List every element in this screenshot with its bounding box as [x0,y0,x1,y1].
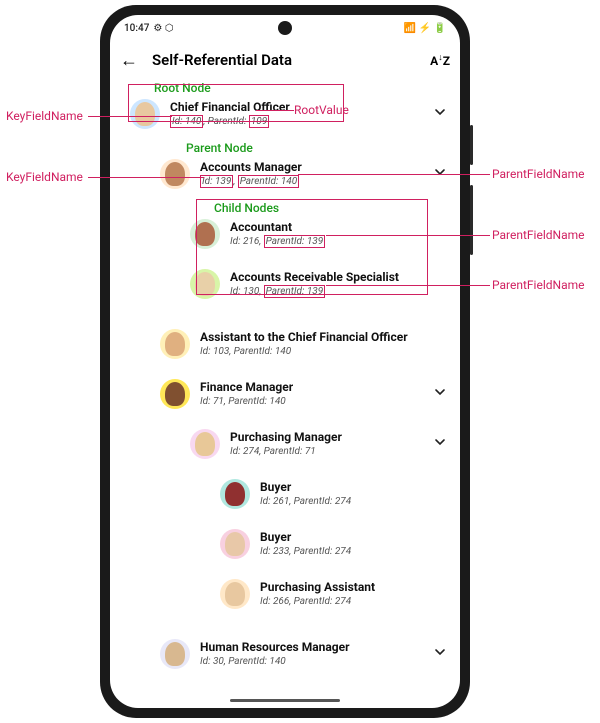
row-subtitle: Id: 103, ParentId: 140 [200,345,450,358]
camera-notch [278,21,292,35]
avatar [220,579,250,609]
ann-parent-node: Parent Node [186,141,253,155]
status-icons-left: ⚙ ⬡ [153,23,173,34]
row-title: Finance Manager [200,380,430,394]
page-title: Self-Referential Data [152,51,416,69]
tree-row[interactable]: Accounts ManagerId: 139, ParentId: 140 [110,159,460,189]
row-subtitle: Id: 233, ParentId: 274 [260,545,450,558]
chevron-down-icon[interactable] [430,106,450,122]
row-text: BuyerId: 233, ParentId: 274 [260,530,450,557]
avatar [220,529,250,559]
row-subtitle: Id: 30, ParentId: 140 [200,655,430,668]
avatar [190,429,220,459]
row-text: Human Resources ManagerId: 30, ParentId:… [200,640,430,667]
avatar [160,379,190,409]
row-text: Accounts ManagerId: 139, ParentId: 140 [200,160,430,187]
status-time: 10:47 [124,23,149,34]
row-subtitle: Id: 71, ParentId: 140 [200,395,430,408]
row-title: Purchasing Manager [230,430,430,444]
row-title: Buyer [260,480,450,494]
row-text: Assistant to the Chief Financial Officer… [200,330,450,357]
avatar [190,219,220,249]
row-text: Purchasing ManagerId: 274, ParentId: 71 [230,430,430,457]
avatar [160,639,190,669]
row-title: Assistant to the Chief Financial Officer [200,330,450,344]
row-text: BuyerId: 261, ParentId: 274 [260,480,450,507]
row-subtitle: Id: 261, ParentId: 274 [260,495,450,508]
ann-parentfield-3: ParentFieldName [492,278,584,292]
tree-row[interactable]: BuyerId: 261, ParentId: 274 [110,479,460,509]
row-title: Accounts Receivable Specialist [230,270,450,284]
volume-button [470,185,473,255]
tree-row[interactable]: Purchasing ManagerId: 274, ParentId: 71 [110,429,460,459]
row-title: Human Resources Manager [200,640,430,654]
tree-row[interactable]: BuyerId: 233, ParentId: 274 [110,529,460,559]
tree-row[interactable]: Human Resources ManagerId: 30, ParentId:… [110,639,460,669]
status-icons-right: 📶 ⚡ 🔋 [404,23,446,34]
row-subtitle: Id: 130, ParentId: 139 [230,285,450,298]
chevron-down-icon[interactable] [430,646,450,662]
avatar [220,479,250,509]
sort-icon[interactable]: A↓Z [430,52,450,68]
avatar [130,99,160,129]
tree-row[interactable]: AccountantId: 216, ParentId: 139 [110,219,460,249]
power-button [470,125,473,165]
chevron-down-icon[interactable] [430,166,450,182]
ann-root-node: Root Node [154,81,211,95]
row-title: Accountant [230,220,450,234]
row-text: AccountantId: 216, ParentId: 139 [230,220,450,247]
row-subtitle: Id: 216, ParentId: 139 [230,235,450,248]
row-subtitle: Id: 274, ParentId: 71 [230,445,430,458]
tree-row[interactable]: Accounts Receivable SpecialistId: 130, P… [110,269,460,299]
avatar [190,269,220,299]
avatar [160,159,190,189]
row-subtitle: Id: 139, ParentId: 140 [200,175,430,188]
row-title: Buyer [260,530,450,544]
tree-row[interactable]: Assistant to the Chief Financial Officer… [110,329,460,359]
avatar [160,329,190,359]
tree-row[interactable]: Chief Financial OfficerId: 140, ParentId… [110,99,460,129]
row-text: Finance ManagerId: 71, ParentId: 140 [200,380,430,407]
tree-list[interactable]: Chief Financial OfficerId: 140, ParentId… [110,79,460,708]
ann-child-nodes: Child Nodes [214,201,279,215]
row-subtitle: Id: 266, ParentId: 274 [260,595,450,608]
row-title: Purchasing Assistant [260,580,450,594]
tree-row[interactable]: Finance ManagerId: 71, ParentId: 140 [110,379,460,409]
screen: 10:47 ⚙ ⬡ 📶 ⚡ 🔋 ← Self-Referential Data … [110,15,460,708]
tree-row[interactable]: Purchasing AssistantId: 266, ParentId: 2… [110,579,460,609]
chevron-down-icon[interactable] [430,436,450,452]
row-text: Purchasing AssistantId: 266, ParentId: 2… [260,580,450,607]
ann-parentfield-2: ParentFieldName [492,228,584,242]
row-text: Accounts Receivable SpecialistId: 130, P… [230,270,450,297]
home-indicator[interactable] [230,699,340,702]
row-title: Accounts Manager [200,160,430,174]
ann-keyfield-1: KeyFieldName [6,109,83,123]
phone-frame: 10:47 ⚙ ⬡ 📶 ⚡ 🔋 ← Self-Referential Data … [100,5,470,718]
chevron-down-icon[interactable] [430,386,450,402]
app-bar: ← Self-Referential Data A↓Z [110,41,460,79]
ann-parentfield-1: ParentFieldName [492,167,584,181]
back-icon[interactable]: ← [120,50,138,71]
ann-rootvalue: RootValue [294,103,349,117]
ann-keyfield-2: KeyFieldName [6,170,83,184]
